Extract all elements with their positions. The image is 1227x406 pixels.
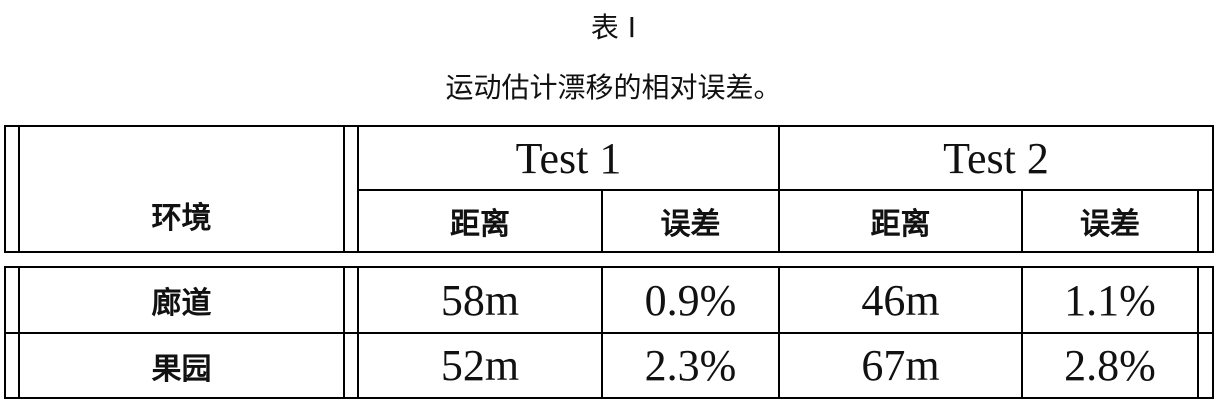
vrule (1197, 266, 1199, 399)
vrule (357, 266, 359, 399)
cell-distance-test2: 67m (861, 341, 940, 390)
header-distance-test2: 距离 (870, 207, 931, 242)
vrule (357, 125, 359, 253)
vrule (1197, 189, 1199, 253)
cell-error-test1: 0.9% (644, 275, 737, 325)
row-environment: 果园 (151, 351, 212, 387)
vrule (778, 125, 780, 253)
header-group-test1: Test 1 (515, 133, 622, 183)
row-separator-rule (4, 332, 1214, 334)
cell-distance-test1: 58m (440, 275, 520, 325)
row-environment: 廊道 (151, 286, 212, 321)
vrule (18, 125, 20, 253)
vrule (4, 266, 6, 399)
vrule (343, 266, 345, 399)
header-environment: 环境 (151, 201, 212, 236)
group-header-rule (358, 189, 1214, 191)
body-top-rule (4, 266, 1214, 268)
vrule (1021, 266, 1023, 399)
table-caption-text: 运动估计漂移的相对误差。 (445, 71, 782, 104)
cell-error-test2: 2.8% (1064, 341, 1156, 390)
vrule (1212, 125, 1214, 253)
header-error-test2: 误差 (1080, 207, 1140, 242)
vrule (1212, 266, 1214, 399)
header-bottom-rule (4, 251, 1214, 253)
table-caption-label: 表 I (590, 11, 637, 44)
table-top-rule (4, 125, 1214, 127)
vrule (343, 125, 345, 253)
vrule (18, 266, 20, 399)
header-error-test1: 误差 (660, 207, 721, 242)
table-bottom-rule (4, 397, 1214, 399)
vrule (601, 189, 603, 253)
vrule (4, 125, 6, 253)
cell-distance-test1: 52m (440, 341, 520, 390)
vrule (778, 266, 780, 399)
vrule (1021, 189, 1023, 253)
header-distance-test1: 距离 (450, 207, 510, 242)
header-group-test2: Test 2 (943, 133, 1049, 183)
cell-distance-test2: 46m (861, 275, 940, 325)
cell-error-test1: 2.3% (644, 341, 737, 390)
vrule (601, 266, 603, 399)
cell-error-test2: 1.1% (1064, 275, 1156, 325)
